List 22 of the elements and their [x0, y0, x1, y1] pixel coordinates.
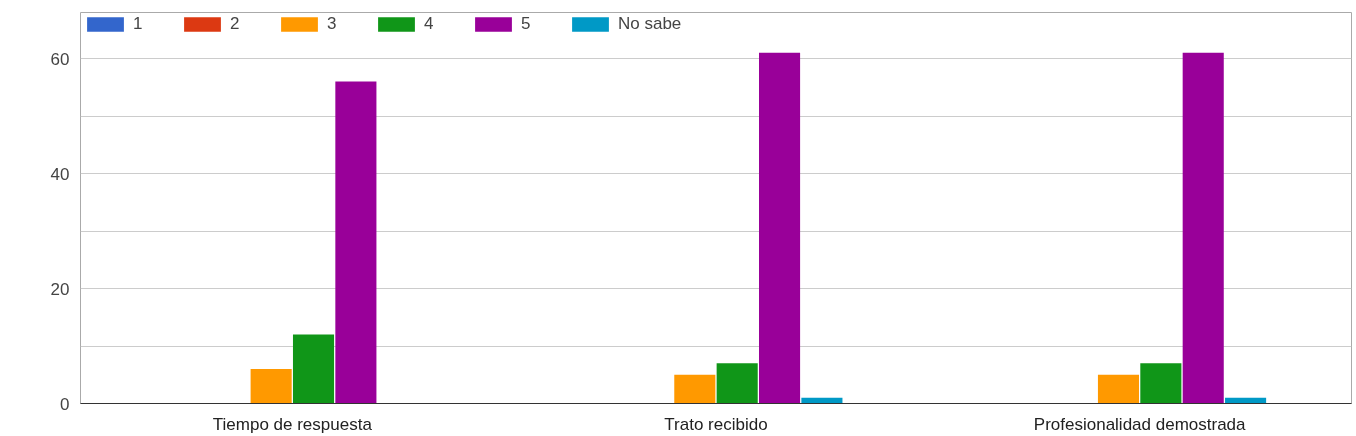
bar: [1140, 363, 1182, 404]
legend-label: No sabe: [618, 14, 682, 34]
bar: [1182, 52, 1224, 404]
y-tick-label: 0: [60, 394, 70, 414]
x-tick-label: Trato recibido: [664, 414, 768, 434]
x-tick-label: Profesionalidad demostrada: [1033, 414, 1247, 434]
bar: [716, 363, 758, 404]
legend-label: 1: [133, 14, 144, 34]
legend-label: 4: [424, 14, 435, 34]
y-tick-label: 60: [50, 49, 70, 69]
legend-label: 5: [521, 14, 532, 34]
x-tick-label: Tiempo de respuesta: [212, 414, 373, 434]
bar: [335, 81, 377, 404]
y-tick-label: 20: [50, 279, 70, 299]
bar: [674, 374, 716, 404]
bar: [759, 52, 801, 404]
bar: [1097, 374, 1140, 404]
bar: [250, 369, 292, 404]
legend-label: 3: [327, 14, 338, 34]
legend-label: 2: [230, 14, 241, 34]
bar: [292, 334, 335, 404]
y-tick-label: 40: [50, 164, 70, 184]
